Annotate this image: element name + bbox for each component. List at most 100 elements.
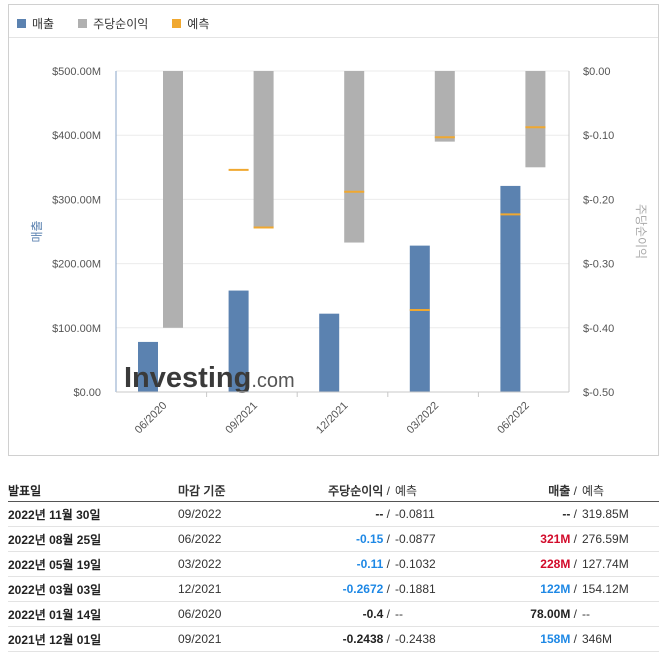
table-row[interactable]: 2022년 05월 19일 03/2022 -0.11 / -0.1032 228M /… xyxy=(8,552,659,577)
row-eps-slash: / xyxy=(383,632,390,646)
row-revenue-slash: / xyxy=(570,507,577,521)
row-revenue: 78.00M / xyxy=(491,607,577,621)
row-revenue-forecast: 127.74M xyxy=(582,557,629,571)
legend-label-forecast: 예측 xyxy=(187,16,210,31)
legend-item-revenue[interactable]: 매출 xyxy=(17,15,54,32)
row-period: 03/2022 xyxy=(178,557,222,571)
row-revenue-forecast: 276.59M xyxy=(582,532,629,546)
row-eps-forecast: -0.0811 xyxy=(395,507,435,521)
right-tick-label: $-0.40 xyxy=(583,323,614,335)
revenue-bar xyxy=(500,185,521,392)
row-revenue-forecast: 346M xyxy=(582,632,613,646)
table-header: 발표일 마감 기준 주당순이익 / 예측 매출 / 예측 xyxy=(8,480,659,502)
row-revenue-value: 158M xyxy=(540,632,571,646)
x-tick-label: 03/2022 xyxy=(405,400,442,437)
row-eps-forecast: -0.0877 xyxy=(395,532,436,546)
left-tick-label: $100.00M xyxy=(52,323,101,335)
row-revenue: 228M / xyxy=(491,557,577,571)
row-eps-slash: / xyxy=(383,507,390,521)
row-period: 06/2022 xyxy=(178,532,222,546)
row-eps-value: -0.4 xyxy=(362,607,384,621)
header-revenue-forecast[interactable]: 예측 xyxy=(582,484,605,498)
header-revenue-slash: / xyxy=(573,484,577,498)
eps-bar xyxy=(525,71,546,168)
right-axis-title: 주당순이익 xyxy=(634,204,648,259)
row-revenue-forecast: 154.12M xyxy=(582,582,629,596)
grid-lines xyxy=(116,70,569,329)
row-period: 06/2020 xyxy=(178,607,222,621)
header-revenue[interactable]: 매출 / xyxy=(491,482,577,499)
header-eps[interactable]: 주당순이익 / xyxy=(268,482,390,499)
table-row[interactable]: 2022년 11월 30일 09/2022 -- / -0.0811 -- / 319.8… xyxy=(8,502,659,527)
left-tick-label: $0.00 xyxy=(73,387,101,399)
row-eps: -0.15 / xyxy=(268,532,390,546)
row-revenue-value: 321M xyxy=(540,532,571,546)
row-eps-value: -0.2438 xyxy=(342,632,384,646)
left-tick-label: $500.00M xyxy=(52,66,101,78)
eps-bar xyxy=(434,71,455,142)
eps-bar xyxy=(344,71,365,243)
left-tick-label: $200.00M xyxy=(52,259,101,271)
row-revenue-slash: / xyxy=(570,582,577,596)
row-eps-forecast: -- xyxy=(395,607,403,621)
revenue-bar xyxy=(319,313,340,392)
row-revenue-value: -- xyxy=(562,507,571,521)
row-period: 09/2022 xyxy=(178,507,222,521)
row-eps-slash: / xyxy=(383,532,390,546)
right-tick-label: $-0.30 xyxy=(583,259,614,271)
row-eps-slash: / xyxy=(383,607,390,621)
table-row[interactable]: 2022년 03월 03일 12/2021 -0.2672 / -0.1881 122M… xyxy=(8,577,659,602)
row-revenue-slash: / xyxy=(570,632,577,646)
right-tick-label: $-0.10 xyxy=(583,130,614,142)
watermark-text: Investing.com xyxy=(124,362,295,394)
row-eps: -0.4 / xyxy=(268,607,390,621)
row-revenue: -- / xyxy=(491,507,577,521)
row-revenue: 122M / xyxy=(491,582,577,596)
forecast-marks xyxy=(228,126,546,311)
legend-item-eps[interactable]: 주당순이익 xyxy=(78,15,148,32)
watermark-brand: Investing xyxy=(124,362,251,394)
row-revenue-value: 122M xyxy=(540,582,571,596)
table-row[interactable]: 2021년 12월 01일 09/2021 -0.2438 /-0.2438 158M… xyxy=(8,627,659,652)
eps-bars xyxy=(163,71,546,328)
watermark-suffix: .com xyxy=(251,370,294,392)
revenue-bar xyxy=(228,290,249,392)
left-axis-title: 매출 xyxy=(30,220,44,242)
row-eps-slash: / xyxy=(383,557,390,571)
row-date: 2022년 08월 25일 xyxy=(8,532,102,547)
row-revenue-slash: / xyxy=(570,532,577,546)
chart-legend: 매출 주당순이익 예측 xyxy=(17,12,233,34)
header-date[interactable]: 발표일 xyxy=(8,484,42,498)
legend-label-eps: 주당순이익 xyxy=(93,16,149,31)
row-eps: -0.2672 / xyxy=(268,582,390,596)
row-date: 2022년 03월 03일 xyxy=(8,582,102,597)
table-body: 2022년 11월 30일 09/2022 -- / -0.0811 -- / 319.8… xyxy=(8,502,659,652)
header-period[interactable]: 마감 기준 xyxy=(178,484,226,498)
right-tick-label: $-0.20 xyxy=(583,194,614,206)
eps-bar xyxy=(253,71,274,228)
left-tick-label: $400.00M xyxy=(52,130,101,142)
legend-swatch-forecast xyxy=(172,18,182,28)
row-date: 2022년 05월 19일 xyxy=(8,557,102,572)
row-eps-value: -- xyxy=(375,507,384,521)
table-row[interactable]: 2022년 01월 14일 06/2020 -0.4 / -- 78.00M / -- xyxy=(8,602,659,627)
x-tick-label: 06/2020 xyxy=(133,400,170,437)
left-tick-label: $300.00M xyxy=(52,194,101,206)
x-tick-label: 09/2021 xyxy=(223,400,260,437)
legend-item-forecast[interactable]: 예측 xyxy=(172,15,209,32)
row-eps: -0.2438 / xyxy=(268,632,390,646)
row-revenue-value: 228M xyxy=(540,557,571,571)
row-revenue: 321M / xyxy=(491,532,577,546)
earnings-table: 발표일 마감 기준 주당순이익 / 예측 매출 / 예측 2022년 11월 3… xyxy=(8,480,659,652)
header-eps-label: 주당순이익 xyxy=(328,484,384,498)
header-eps-forecast[interactable]: 예측 xyxy=(395,484,418,498)
right-tick-label: $0.00 xyxy=(583,66,611,78)
legend-swatch-revenue xyxy=(17,18,26,28)
row-eps-value: -0.2672 xyxy=(342,582,384,596)
table-row[interactable]: 2022년 08월 25일 06/2022 -0.15 / -0.0877 321M /… xyxy=(8,527,659,552)
eps-bar xyxy=(163,71,183,328)
earnings-chart: 매출 주당순이익 예측 Investing.com $0.00 $100.00M $… xyxy=(8,4,659,456)
row-period: 12/2021 xyxy=(178,582,222,596)
row-revenue-slash: / xyxy=(570,607,577,621)
row-eps-slash: / xyxy=(383,582,390,596)
